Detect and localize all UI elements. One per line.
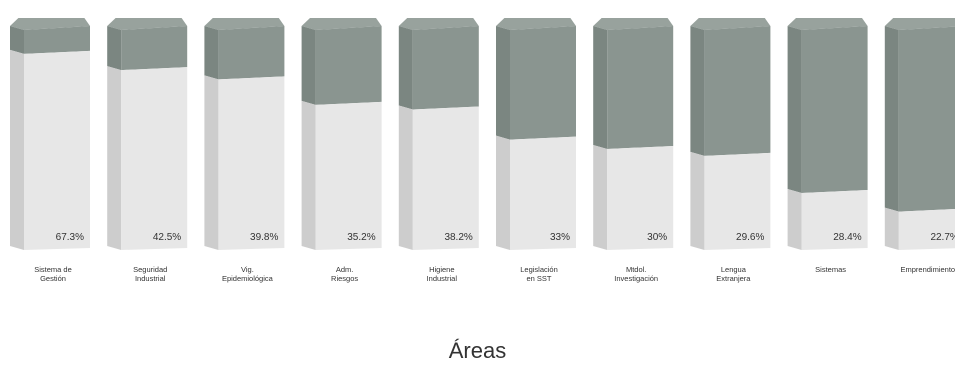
category-label: Sistema de Gestión (34, 265, 72, 283)
bar-lower-segment (24, 50, 90, 251)
bar-value-label: 22.7% (930, 232, 955, 243)
bar-top-cap (787, 18, 868, 30)
bar-top-cap (593, 18, 674, 30)
category-label: Vig. Epidemiológica (222, 265, 274, 283)
category-label-line: Higiene (429, 265, 454, 274)
bar-value-label: 39.8% (250, 232, 278, 243)
bar-upper-segment-side (884, 26, 899, 212)
category-label: Seguridad Industrial (133, 265, 167, 283)
bar-lower-segment-side (884, 207, 899, 250)
bar-lower-segment-side (398, 105, 413, 251)
bar-upper-segment-side (593, 26, 608, 149)
bar-upper-segment-side (107, 26, 122, 71)
x-axis-title: Áreas (448, 338, 507, 363)
category-label-line: Mtdol. (626, 265, 646, 274)
bar-top-cap (398, 18, 479, 30)
category-label-line: Legislación (520, 265, 558, 274)
category-label: Emprendimiento (900, 265, 955, 274)
category-label-line: Sistema de (34, 265, 72, 274)
bar-top-cap (204, 18, 285, 30)
bar-lower-segment-side (204, 75, 219, 250)
category-label-line: Lengua (721, 265, 747, 274)
bar-upper-segment (121, 26, 188, 71)
bar-upper-segment-side (10, 26, 24, 54)
bar-value-label: 67.3% (56, 232, 84, 243)
bar-upper-segment-side (301, 26, 316, 105)
bar-lower-segment (607, 145, 674, 250)
bar-lower-segment (315, 101, 382, 250)
category-label-line: Investigación (614, 274, 658, 283)
bar-upper-segment-side (398, 26, 413, 110)
category-label-line: en SST (526, 274, 551, 283)
category-label-line: Extranjera (716, 274, 751, 283)
bar-lower-segment (510, 136, 576, 250)
bar-upper-segment (704, 26, 771, 156)
bar-upper-segment (315, 26, 382, 105)
bar-lower-segment-side (301, 100, 316, 250)
bar-upper-segment (24, 26, 90, 54)
category-label: Legislación en SST (520, 265, 558, 283)
bar-lower-segment (898, 209, 955, 250)
category-label: Sistemas (815, 265, 846, 274)
category-label-line: Industrial (427, 274, 458, 283)
category-label-line: Emprendimiento (900, 265, 955, 274)
bar-value-label: 28.4% (833, 232, 861, 243)
category-label-line: Epidemiológica (222, 274, 274, 283)
category-label-line: Industrial (135, 274, 166, 283)
bar-lower-segment-side (787, 189, 802, 250)
bar-upper-segment (801, 26, 868, 194)
bar-lower-segment (121, 67, 188, 250)
bar-upper-segment (218, 26, 285, 80)
bar-upper-segment-side (690, 26, 705, 156)
category-label-line: Sistemas (815, 265, 846, 274)
bar-upper-segment-side (787, 26, 802, 194)
bar-top-cap (10, 18, 90, 30)
bar-upper-segment-side (204, 26, 219, 80)
bar-top-cap (690, 18, 771, 30)
bar-top-cap (107, 18, 188, 30)
bar-lower-segment-side (496, 135, 510, 250)
category-label-line: Adm. (336, 265, 354, 274)
bar-lower-segment-side (690, 151, 705, 250)
bar-lower-segment-side (107, 66, 122, 250)
bar-upper-segment (412, 26, 479, 110)
bar-lower-segment (801, 190, 868, 250)
bar-value-label: 30% (647, 232, 667, 243)
category-label-line: Seguridad (133, 265, 167, 274)
bar-lower-segment-side (593, 144, 608, 250)
bar-upper-segment-side (496, 26, 510, 140)
bar-lower-segment-side (10, 49, 24, 251)
bar-value-label: 38.2% (444, 232, 472, 243)
bar-upper-segment (607, 26, 674, 149)
category-label-line: Gestión (40, 274, 66, 283)
bar-value-label: 33% (550, 232, 570, 243)
bar-value-label: 35.2% (347, 232, 375, 243)
bar-lower-segment (412, 106, 479, 251)
bar-top-cap (884, 18, 955, 30)
bar-lower-segment (218, 76, 285, 250)
category-label-line: Riesgos (331, 274, 358, 283)
category-label: Adm. Riesgos (331, 265, 358, 283)
bar-value-label: 29.6% (736, 232, 764, 243)
bar-top-cap (496, 18, 576, 30)
bar-upper-segment (510, 26, 576, 140)
bar-upper-segment (898, 26, 955, 212)
bar-lower-segment (704, 152, 771, 250)
category-label: Lengua Extranjera (716, 265, 751, 283)
category-label: Higiene Industrial (427, 265, 458, 283)
bar-value-label: 42.5% (153, 232, 181, 243)
bar-top-cap (301, 18, 382, 30)
category-label-line: Vig. (241, 265, 254, 274)
category-label: Mtdol. Investigación (614, 265, 658, 283)
